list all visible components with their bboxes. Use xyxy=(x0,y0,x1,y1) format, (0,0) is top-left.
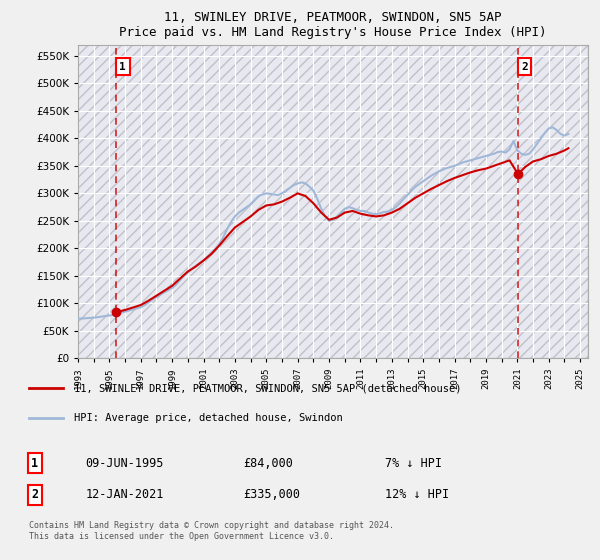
Text: HPI: Average price, detached house, Swindon: HPI: Average price, detached house, Swin… xyxy=(74,413,343,423)
Text: 1: 1 xyxy=(119,62,126,72)
Text: 1: 1 xyxy=(31,457,38,470)
Text: 12-JAN-2021: 12-JAN-2021 xyxy=(86,488,164,501)
Text: 12% ↓ HPI: 12% ↓ HPI xyxy=(385,488,449,501)
Text: £335,000: £335,000 xyxy=(244,488,301,501)
Text: 2: 2 xyxy=(31,488,38,501)
Text: £84,000: £84,000 xyxy=(244,457,293,470)
Text: Contains HM Land Registry data © Crown copyright and database right 2024.
This d: Contains HM Land Registry data © Crown c… xyxy=(29,521,394,540)
Text: 11, SWINLEY DRIVE, PEATMOOR, SWINDON, SN5 5AP (detached house): 11, SWINLEY DRIVE, PEATMOOR, SWINDON, SN… xyxy=(74,384,462,394)
Text: 09-JUN-1995: 09-JUN-1995 xyxy=(86,457,164,470)
Title: 11, SWINLEY DRIVE, PEATMOOR, SWINDON, SN5 5AP
Price paid vs. HM Land Registry's : 11, SWINLEY DRIVE, PEATMOOR, SWINDON, SN… xyxy=(119,11,547,39)
Text: 7% ↓ HPI: 7% ↓ HPI xyxy=(385,457,442,470)
Text: 2: 2 xyxy=(521,62,528,72)
